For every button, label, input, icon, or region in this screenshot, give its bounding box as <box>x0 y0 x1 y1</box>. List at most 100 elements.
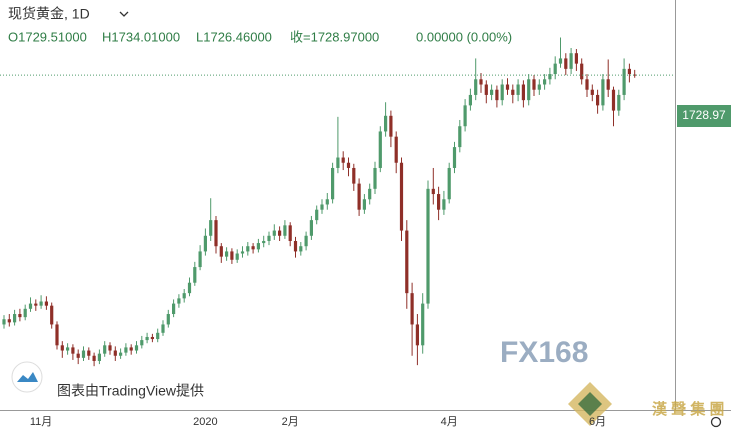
candle-body <box>34 303 38 306</box>
candle-body <box>262 240 266 244</box>
ohlc-value: H1734.01000 <box>102 29 180 44</box>
candle-body <box>437 194 441 210</box>
candle-body <box>177 298 181 304</box>
candle-body <box>18 314 22 318</box>
candle-body <box>256 243 260 250</box>
candle-body <box>71 347 75 354</box>
candle-body <box>357 183 361 210</box>
candle-body <box>399 162 404 231</box>
candle-body <box>378 131 382 168</box>
candle-body <box>214 220 218 247</box>
candle-body <box>299 246 303 252</box>
interval-chevron[interactable] <box>119 11 129 17</box>
candle-body <box>500 84 504 101</box>
candle-body <box>230 251 234 260</box>
candle-body <box>384 115 388 132</box>
candle-body <box>564 58 568 69</box>
candle-body <box>606 79 610 90</box>
ohlc-value: 收=1728.97000 <box>290 29 379 44</box>
candle-body <box>278 230 282 236</box>
candle-body <box>617 94 621 111</box>
candle-body <box>60 345 64 351</box>
candle-body <box>368 188 372 200</box>
candle-body <box>527 79 531 101</box>
candle-body <box>596 94 600 106</box>
ohlc-value: O1729.51000 <box>8 29 87 44</box>
candle-body <box>611 89 616 111</box>
candle-body <box>574 53 578 64</box>
candle-body <box>468 94 472 106</box>
candle-body <box>394 136 398 163</box>
candle-body <box>553 63 557 75</box>
candle-body <box>458 126 462 148</box>
candle-body <box>81 350 86 358</box>
ohlc-value: 0.00000 (0.00%) <box>416 29 512 44</box>
candle-body <box>452 147 457 168</box>
candle-body <box>505 84 510 90</box>
candle-body <box>272 230 276 236</box>
candle-body <box>240 251 245 254</box>
candle-body <box>28 303 33 309</box>
candle-body <box>320 204 324 210</box>
candle-body <box>585 79 589 90</box>
candle-body <box>537 84 541 90</box>
candle-body <box>44 301 48 306</box>
candle-body <box>66 347 70 351</box>
tradingview-logo[interactable] <box>11 361 43 393</box>
candle-body <box>325 199 329 205</box>
candle-body <box>97 353 101 361</box>
candle-body <box>87 350 91 356</box>
candle-body <box>23 308 27 318</box>
candle-body <box>352 167 356 184</box>
candle-body <box>150 336 154 340</box>
candle-body <box>293 240 298 252</box>
attribution[interactable]: 图表由TradingView提供 <box>57 383 204 399</box>
candle-body <box>140 340 144 346</box>
candle-body <box>426 188 430 304</box>
candle-body <box>484 84 488 95</box>
x-tick-label: 11月 <box>30 416 52 428</box>
candle-body <box>627 68 631 75</box>
candle-body <box>415 324 419 346</box>
candle-body <box>251 246 255 250</box>
candle-body <box>108 345 112 351</box>
candle-body <box>521 84 525 101</box>
candle-body <box>479 79 483 85</box>
price-tag: 1728.97 <box>682 108 726 122</box>
ohlc-header: O1729.51000 H1734.01000 L1726.46000 收=1728.… <box>8 29 512 44</box>
candle-body <box>103 345 107 354</box>
candle-body <box>373 167 377 189</box>
candle-body <box>39 301 43 306</box>
candle-body <box>442 199 446 210</box>
candle-body <box>304 235 308 247</box>
candle-body <box>124 347 128 353</box>
candle-body <box>622 68 626 95</box>
candle-body <box>145 336 149 341</box>
candle-body <box>166 314 170 325</box>
candle-body <box>203 235 207 252</box>
watermark-logo-inner <box>578 392 602 416</box>
candle-body <box>288 225 292 241</box>
candle-body <box>55 324 59 346</box>
x-tick-label: 4月 <box>441 416 458 428</box>
settings-icon[interactable] <box>710 416 722 428</box>
x-tick-label: 6月 <box>589 416 606 428</box>
candle-body <box>187 282 192 294</box>
candle-body <box>548 74 552 80</box>
candle-body <box>225 251 229 257</box>
candle-body <box>193 267 197 283</box>
candle-body <box>119 352 123 356</box>
candle-body <box>315 209 319 221</box>
ohlc-value: L1726.46000 <box>196 29 272 44</box>
candle-body <box>50 305 54 325</box>
candle-body <box>590 89 594 95</box>
candle-body <box>362 199 366 210</box>
candle-body <box>76 353 80 358</box>
candle-body <box>129 347 133 351</box>
candle-body <box>633 74 637 76</box>
candle-body <box>431 188 435 195</box>
candle-body <box>246 246 250 252</box>
watermark: FX168 <box>500 336 588 369</box>
candle-body <box>405 230 409 294</box>
